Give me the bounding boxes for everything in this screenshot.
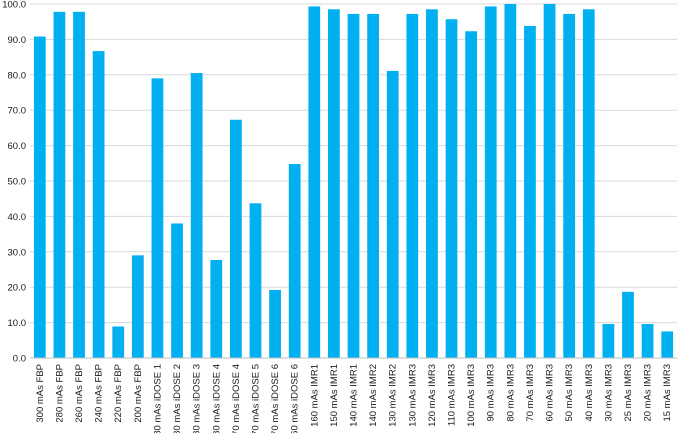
bar	[92, 51, 105, 358]
x-category-label: 170 mAs iDOSE 6	[270, 364, 281, 433]
bar	[622, 291, 634, 358]
bar	[484, 6, 497, 359]
y-tick-label: 0.0	[13, 354, 26, 365]
bar	[112, 326, 125, 358]
x-category-label: 220 mAs FBP	[113, 364, 124, 423]
bar	[328, 9, 340, 359]
bar	[151, 78, 164, 358]
bar	[465, 31, 478, 359]
x-category-label: 20 mAs IMR3	[643, 364, 654, 422]
x-category-label: 240 mAs FBP	[94, 364, 105, 423]
bar	[33, 36, 46, 359]
x-category-label: 80 mAs IMR3	[505, 364, 516, 422]
bar	[53, 11, 66, 359]
x-category-label: 90 mAs IMR3	[486, 364, 497, 422]
bar	[661, 331, 674, 358]
x-category-label: 180 mAs iDOSE 1	[152, 364, 163, 433]
x-category-label: 170 mAs iDOSE 4	[231, 364, 242, 433]
bar	[190, 73, 203, 358]
bar	[543, 4, 556, 358]
bar	[641, 324, 654, 358]
x-category-label: 160 mAs iDOSE 6	[290, 364, 301, 433]
y-tick-label: 50.0	[8, 177, 27, 188]
x-category-label: 180 mAs iDOSE 2	[172, 364, 183, 433]
x-category-label: 40 mAs IMR3	[584, 364, 595, 422]
x-category-label: 130 mAs IMR2	[388, 364, 399, 427]
x-category-label: 100 mAs IMR3	[466, 364, 477, 427]
bar	[563, 13, 576, 359]
y-tick-label: 40.0	[8, 212, 27, 223]
bar	[131, 255, 144, 358]
y-tick-label: 80.0	[8, 70, 27, 81]
x-category-label: 30 mAs IMR3	[603, 364, 614, 422]
bar	[73, 11, 85, 359]
bar	[445, 19, 458, 359]
bar	[229, 119, 242, 359]
bar	[308, 6, 321, 359]
x-category-label: 70 mAs IMR3	[525, 364, 536, 422]
bar	[288, 164, 301, 358]
bar	[367, 13, 379, 359]
x-category-label: 60 mAs IMR3	[545, 364, 556, 422]
x-category-label: 180 mAs iDOSE 4	[211, 364, 222, 433]
bar	[249, 203, 262, 358]
x-category-label: 180 mAs iDOSE 3	[192, 364, 203, 433]
bar	[582, 9, 595, 359]
y-tick-label: 90.0	[8, 35, 27, 46]
y-tick-label: 70.0	[8, 106, 27, 117]
x-axis-category-labels: 300 mAs FBP 280 mAs FBP 260 mAs FBP 240 mAs…	[35, 364, 673, 433]
x-category-label: 140 mAs IMR2	[368, 364, 379, 427]
x-category-label: 110 mAs IMR3	[447, 364, 458, 426]
x-category-label: 280 mAs FBP	[54, 364, 65, 423]
x-category-label: 170 mAs iDOSE 5	[250, 364, 261, 433]
x-category-label: 300 mAs FBP	[35, 364, 46, 423]
y-tick-label: 60.0	[8, 141, 27, 152]
bar	[386, 70, 399, 358]
x-category-label: 25 mAs IMR3	[623, 364, 634, 422]
y-tick-label: 30.0	[8, 247, 27, 258]
bar	[524, 25, 536, 359]
x-category-label: 140 mAs IMR1	[349, 364, 360, 427]
bar	[171, 223, 183, 358]
bar	[426, 9, 438, 359]
x-category-label: 15 mAs IMR3	[662, 364, 673, 422]
bar	[210, 259, 223, 358]
y-tick-label: 20.0	[8, 283, 27, 294]
x-category-label: 160 mAs IMR1	[309, 364, 320, 427]
x-category-label: 130 mAs IMR3	[407, 364, 418, 427]
y-axis-tick-labels: 0.0 10.0 20.0 30.0 40.0 50.0 60.0 70.0 80.0 90.0 1…	[2, 0, 26, 365]
y-tick-label: 10.0	[8, 318, 27, 329]
x-category-label: 200 mAs FBP	[133, 364, 144, 423]
x-category-label: 260 mAs FBP	[74, 364, 85, 423]
bar	[269, 290, 281, 358]
bar	[347, 13, 360, 359]
x-category-label: 120 mAs IMR3	[427, 364, 438, 427]
bars	[33, 4, 674, 359]
y-tick-label: 100.0	[2, 0, 26, 11]
bar	[602, 324, 615, 358]
bar	[504, 4, 517, 358]
x-category-label: 150 mAs IMR1	[329, 364, 340, 427]
x-category-label: 50 mAs IMR3	[564, 364, 575, 422]
bar	[406, 13, 419, 359]
